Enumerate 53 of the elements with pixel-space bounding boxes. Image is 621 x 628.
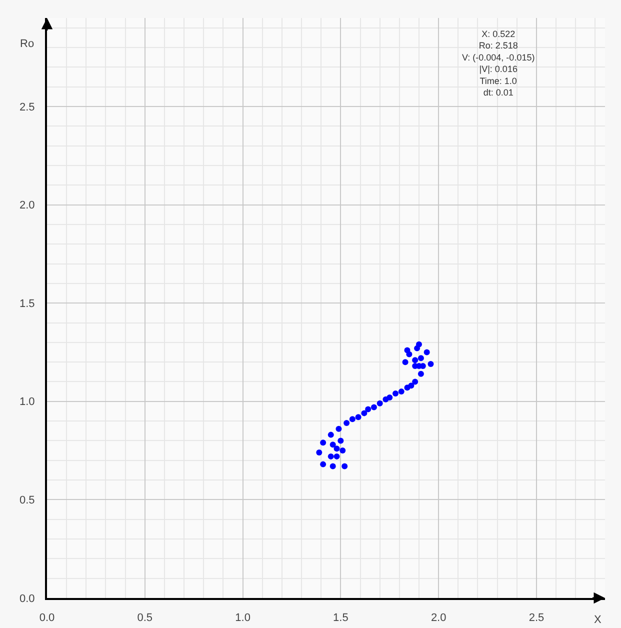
point [328, 432, 334, 438]
point [344, 420, 350, 426]
point [402, 359, 408, 366]
x-tick-label: 2.5 [528, 612, 544, 624]
y-tick-label: 0.5 [20, 494, 35, 507]
point [330, 463, 336, 470]
annotation: X: 0.522 [482, 29, 516, 39]
point [334, 446, 340, 452]
point [370, 404, 377, 410]
point [414, 345, 420, 352]
point [404, 384, 410, 391]
point [330, 442, 336, 448]
point [336, 426, 342, 432]
annotation: |V|: 0.016 [479, 64, 518, 74]
point [316, 450, 322, 456]
y-tick-label: 1.0 [20, 396, 35, 408]
point [392, 390, 399, 397]
annotation: dt: 0.01 [483, 88, 514, 98]
point [424, 349, 430, 356]
point [320, 440, 326, 446]
point [412, 378, 418, 385]
point [382, 396, 389, 402]
y-tick-label: 2.5 [20, 101, 35, 114]
point [418, 355, 424, 362]
point [365, 406, 372, 412]
point [418, 370, 424, 377]
point [355, 414, 362, 420]
x-tick-label: 0.0 [39, 612, 55, 624]
annotation: Time: 1.0 [480, 76, 517, 86]
point [361, 410, 368, 416]
point [320, 461, 326, 468]
annotation: Ro: 2.518 [478, 40, 518, 51]
point [334, 453, 340, 460]
point [349, 416, 356, 422]
point [338, 438, 344, 444]
point [398, 388, 404, 395]
point [428, 361, 434, 368]
x-tick-label: 0.5 [137, 612, 153, 624]
y-tick-label: 2.0 [20, 200, 35, 212]
y-tick-label: 1.5 [20, 298, 35, 310]
point [328, 453, 334, 460]
x-axis-title: X [594, 614, 602, 626]
point [340, 448, 346, 454]
point [412, 357, 418, 364]
point [376, 400, 383, 406]
y-tick-label: 0.0 [20, 592, 35, 605]
annotation: V: (-0.004, -0.015) [462, 52, 535, 62]
y-axis-title: Ro [20, 38, 34, 50]
x-tick-label: 1.0 [235, 612, 250, 624]
x-tick-label: 2.0 [430, 612, 446, 624]
point [406, 351, 412, 358]
x-tick-label: 1.5 [333, 612, 348, 624]
point [342, 463, 348, 470]
